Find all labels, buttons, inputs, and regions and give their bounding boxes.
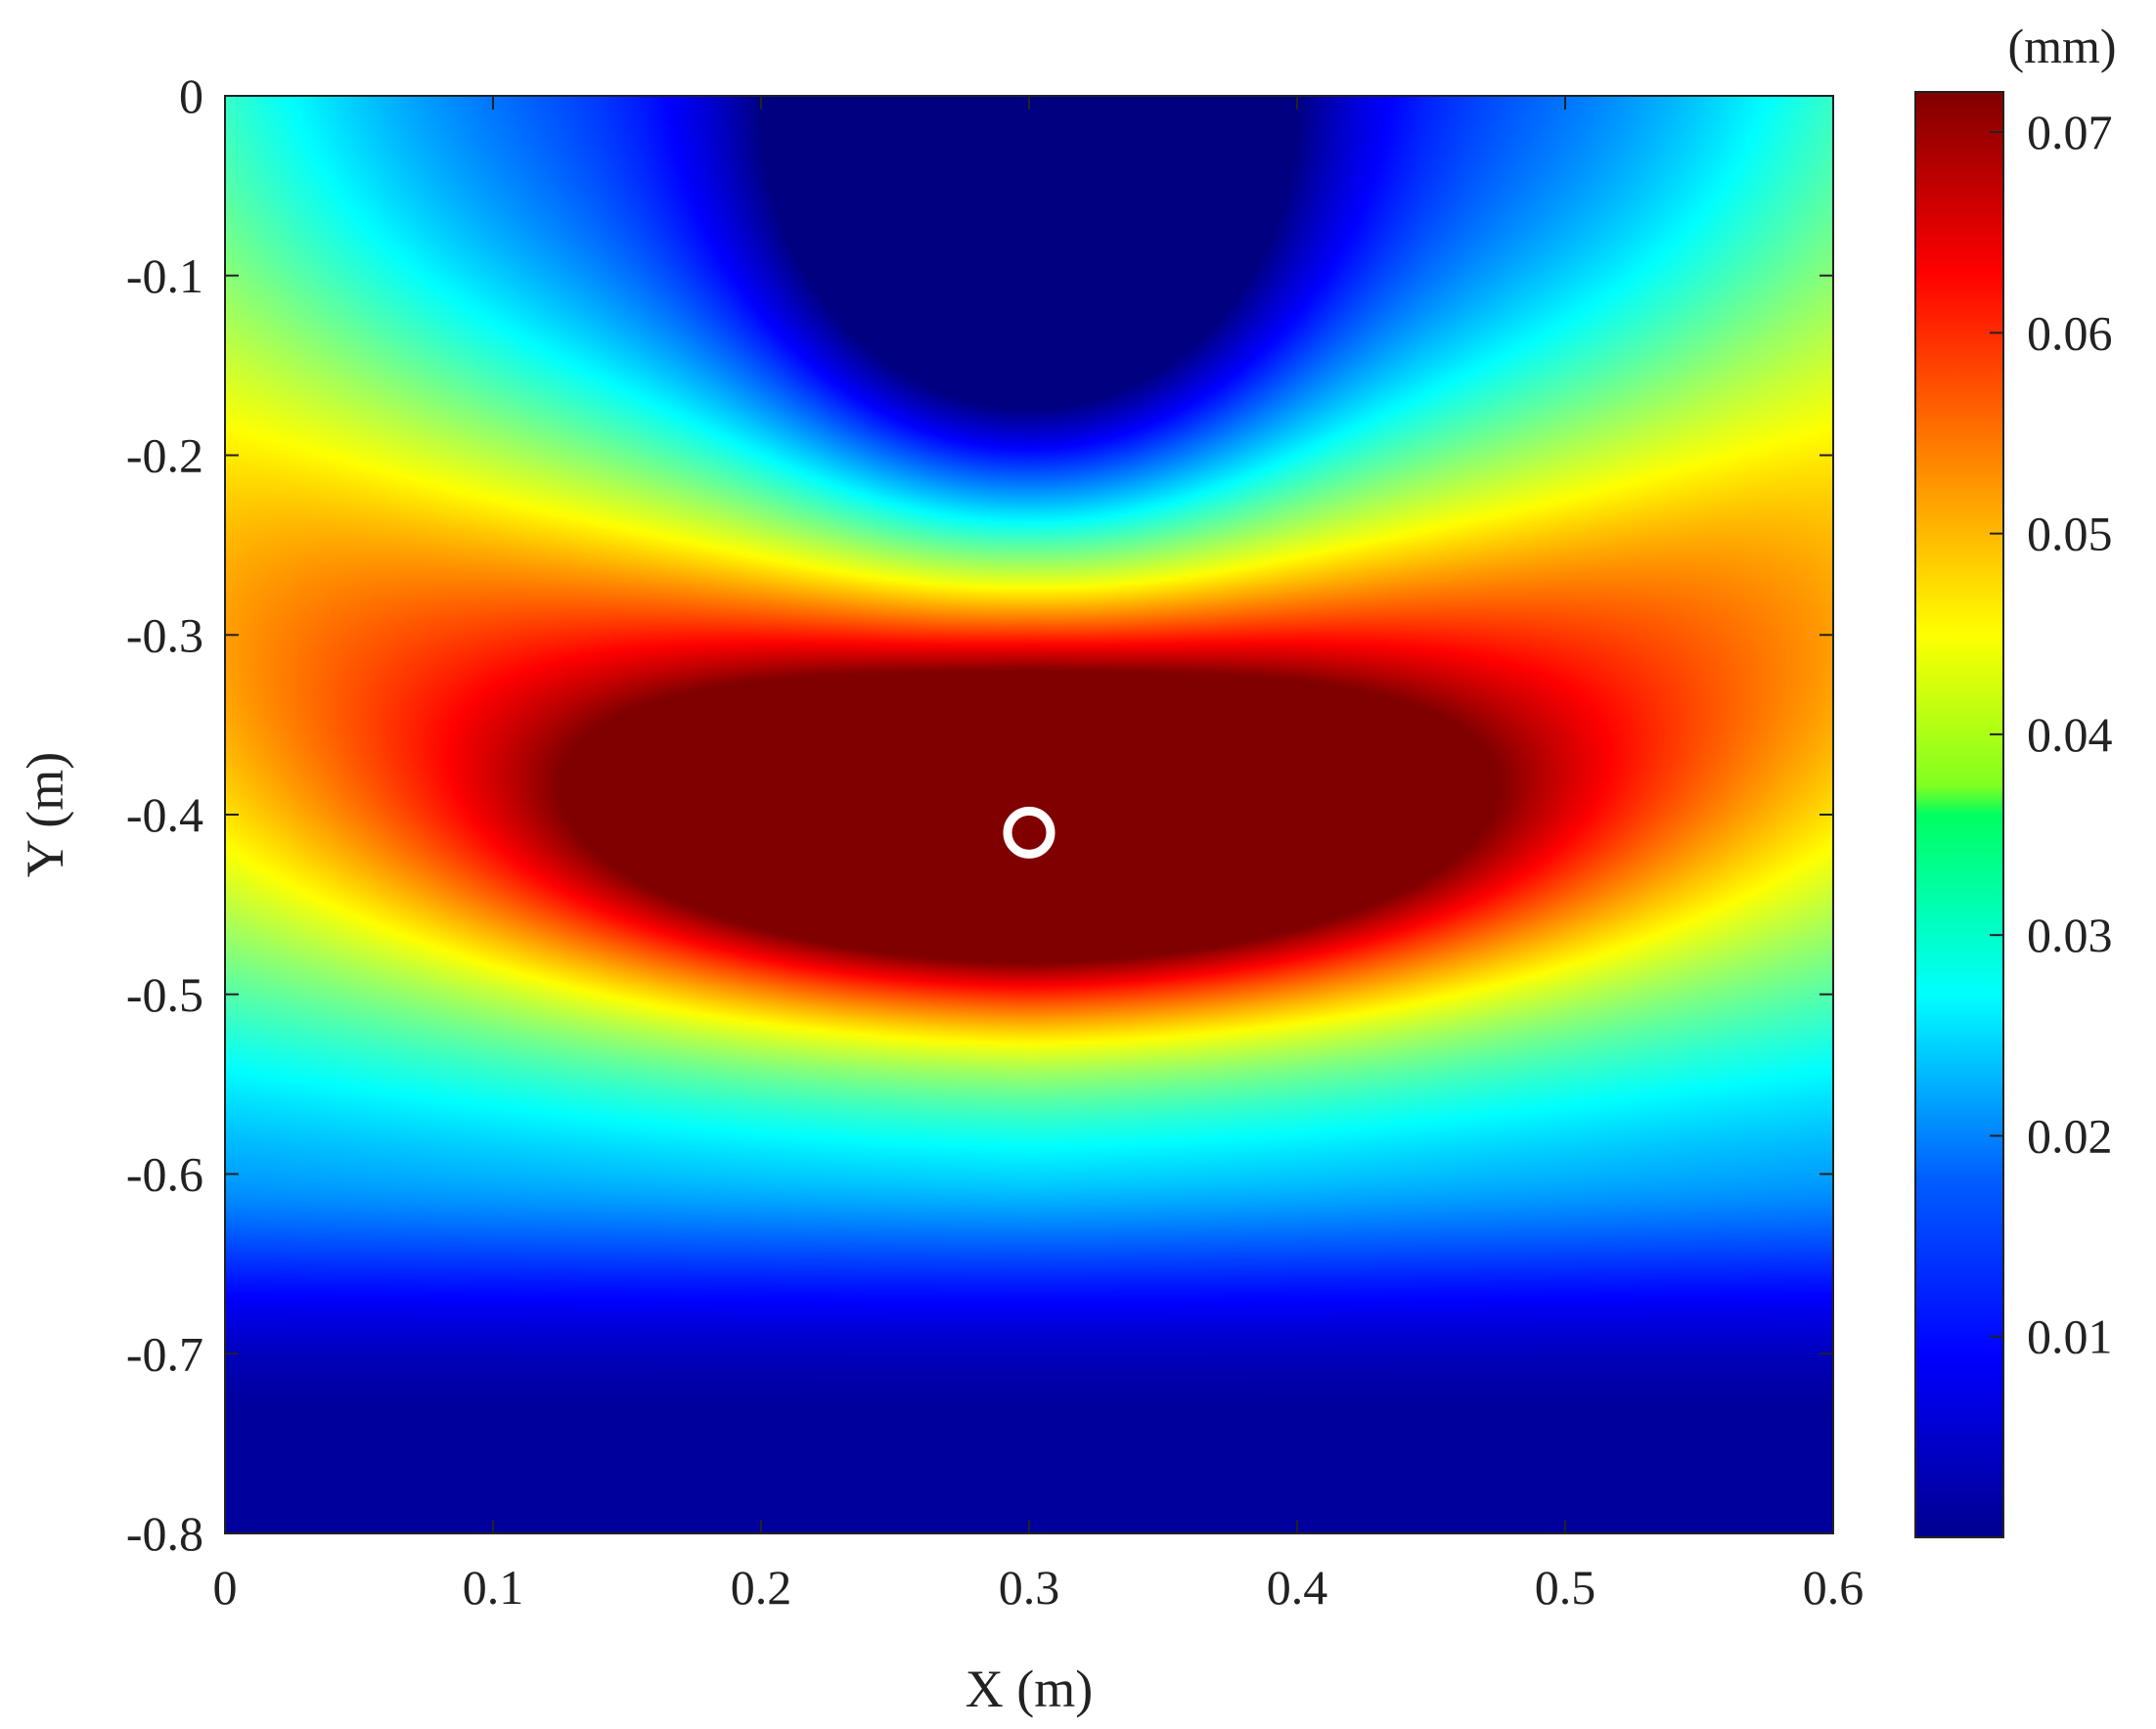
colorbar-tick-label: 0.02 <box>2027 1108 2113 1163</box>
y-tick-label: -0.1 <box>126 248 203 303</box>
x-tick-label: 0.3 <box>999 1560 1060 1615</box>
x-axis-title: X (m) <box>966 1660 1093 1718</box>
colorbar-tick-label: 0.05 <box>2027 507 2113 561</box>
x-axis-ticks: 0 0.1 0.2 0.3 0.4 0.5 0.6 <box>213 96 1864 1615</box>
x-tick-label: 0 <box>213 1560 238 1615</box>
x-tick-label: 0.5 <box>1535 1560 1596 1615</box>
colorbar-tick-label: 0.03 <box>2027 908 2113 962</box>
colorbar: 0.01 0.02 0.03 0.04 0.05 0.06 0.07 (mm) <box>1914 19 2117 1538</box>
y-axis-title: Y (m) <box>16 752 74 877</box>
colorbar-ticks: 0.01 0.02 0.03 0.04 0.05 0.06 0.07 <box>1990 105 2113 1364</box>
x-tick-label: 0.1 <box>463 1560 524 1615</box>
y-tick-label: -0.7 <box>126 1326 203 1381</box>
colorbar-tick-label: 0.07 <box>2027 105 2113 159</box>
peak-marker-circle <box>1003 806 1056 859</box>
x-tick-label: 0.2 <box>731 1560 792 1615</box>
y-tick-label: -0.6 <box>126 1147 203 1202</box>
y-tick-label: -0.5 <box>126 967 203 1022</box>
colorbar-tick-label: 0.06 <box>2027 305 2113 360</box>
y-tick-label: -0.2 <box>126 428 203 483</box>
y-tick-label: -0.8 <box>126 1506 203 1561</box>
y-axis-ticks: 0 -0.1 -0.2 -0.3 -0.4 -0.5 -0.6 -0.7 -0.8 <box>126 68 1833 1561</box>
y-tick-label: -0.4 <box>126 787 203 842</box>
y-tick-label: -0.3 <box>126 607 203 662</box>
heatmap-plot: 0 0.1 0.2 0.3 0.4 0.5 0.6 0 -0.1 -0.2 -0.3 -0.4 -0.… <box>126 68 1864 1615</box>
x-tick-label: 0.4 <box>1267 1560 1328 1615</box>
colorbar-tick-label: 0.01 <box>2027 1309 2113 1364</box>
colorbar-gradient <box>1914 91 2004 1538</box>
colorbar-tick-label: 0.04 <box>2027 707 2113 762</box>
x-tick-label: 0.6 <box>1803 1560 1864 1615</box>
colorbar-unit: (mm) <box>2007 19 2116 73</box>
y-tick-label: 0 <box>179 68 203 123</box>
